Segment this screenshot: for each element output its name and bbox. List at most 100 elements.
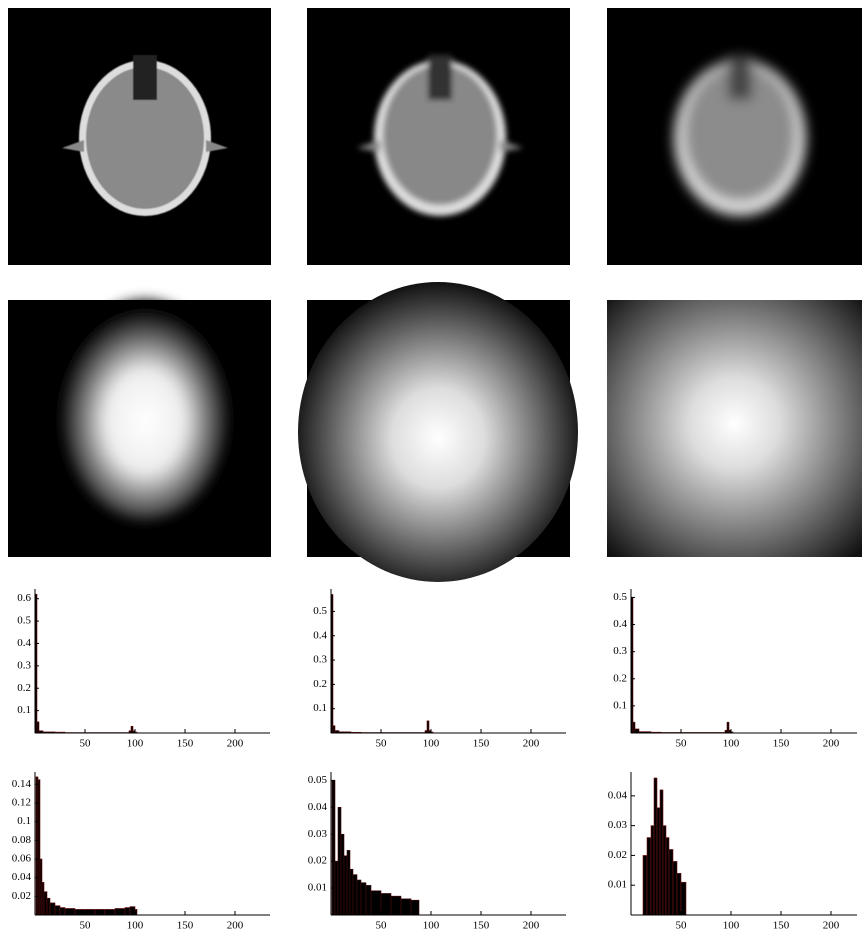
image-row-2: [8, 282, 862, 582]
histogram-bar: [366, 885, 371, 915]
histogram-bar: [350, 869, 353, 915]
histogram-bar: [635, 729, 639, 733]
histogram-bar: [681, 882, 686, 915]
histogram-bar: [361, 883, 366, 915]
y-tick-label: 0.12: [12, 797, 31, 809]
histogram-bar: [55, 906, 60, 915]
histogram-bar: [85, 909, 95, 915]
histogram-bar: [353, 875, 357, 915]
histogram-bar: [381, 893, 391, 915]
histogram-bar: [47, 898, 50, 915]
histogram-bar: [50, 903, 55, 915]
x-tick-label: 150: [473, 738, 490, 750]
x-tick-label: 100: [723, 738, 740, 750]
histogram-bar: [357, 880, 361, 915]
x-tick-label: 200: [823, 738, 840, 750]
histogram-bar: [75, 909, 85, 915]
y-tick-label: 0.05: [308, 774, 328, 786]
x-tick-label: 150: [473, 920, 490, 932]
x-tick-label: 150: [177, 920, 194, 932]
y-tick-label: 0.02: [608, 849, 627, 861]
histogram-bar: [105, 909, 115, 915]
y-tick-label: 0.4: [313, 629, 327, 641]
y-tick-label: 0.04: [12, 871, 32, 883]
histogram-bar: [647, 838, 651, 915]
x-tick-label: 150: [773, 920, 790, 932]
histogram-bar: [95, 909, 105, 915]
histogram-bar: [657, 808, 660, 915]
histogram-bar: [347, 850, 350, 915]
y-tick-label: 0.01: [308, 882, 327, 894]
y-tick-label: 0.03: [608, 819, 628, 831]
histogram-bar: [666, 838, 669, 915]
x-tick-label: 100: [127, 920, 144, 932]
x-tick-label: 200: [523, 920, 540, 932]
x-tick-label: 100: [127, 738, 144, 750]
histogram-bar: [60, 908, 65, 915]
y-tick-label: 0.5: [613, 591, 627, 603]
y-tick-label: 0.6: [17, 592, 31, 604]
y-tick-label: 0.02: [12, 890, 31, 902]
y-tick-label: 0.2: [613, 672, 627, 684]
histogram-bar: [131, 726, 133, 733]
x-tick-label: 200: [823, 920, 840, 932]
y-tick-label: 0.02: [308, 855, 327, 867]
y-tick-label: 0.3: [613, 645, 627, 657]
histogram-bar: [341, 834, 344, 915]
y-tick-label: 0.03: [308, 828, 328, 840]
histogram-bar: [391, 896, 401, 915]
y-tick-label: 0.04: [308, 801, 328, 813]
y-tick-label: 0.4: [613, 618, 627, 630]
histogram-bar: [401, 899, 411, 915]
x-tick-label: 50: [80, 920, 92, 932]
x-tick-label: 100: [423, 920, 440, 932]
x-tick-label: 200: [523, 738, 540, 750]
histogram-bar: [673, 861, 677, 915]
y-tick-label: 0.5: [17, 615, 31, 627]
x-tick-label: 150: [773, 738, 790, 750]
x-tick-label: 200: [227, 920, 244, 932]
x-tick-label: 150: [177, 738, 194, 750]
x-tick-label: 50: [80, 738, 92, 750]
x-tick-label: 100: [423, 738, 440, 750]
histogram-bar: [677, 873, 681, 915]
y-tick-label: 0.3: [313, 654, 327, 666]
histogram-bar: [115, 908, 125, 915]
histogram-bar: [44, 892, 47, 915]
x-tick-label: 100: [723, 920, 740, 932]
y-tick-label: 0.1: [613, 699, 627, 711]
y-tick-label: 0.04: [608, 789, 628, 801]
histogram-bar: [335, 861, 338, 915]
y-tick-label: 0.1: [17, 704, 31, 716]
y-tick-label: 0.1: [313, 702, 327, 714]
histogram-bar: [344, 856, 347, 915]
x-tick-label: 50: [676, 738, 688, 750]
x-tick-label: 50: [676, 920, 688, 932]
histogram-bar: [125, 908, 130, 915]
histogram-bar: [654, 778, 657, 915]
histogram-bar: [338, 807, 341, 915]
histogram-bar: [669, 849, 673, 915]
histogram-bar: [371, 891, 381, 915]
y-tick-label: 0.2: [17, 682, 31, 694]
y-tick-label: 0.1: [17, 815, 31, 827]
y-tick-label: 0.5: [313, 605, 327, 617]
x-tick-label: 50: [376, 920, 388, 932]
histogram-bar: [65, 908, 75, 915]
histogram-bar: [411, 900, 419, 915]
histogram-bar: [660, 790, 663, 915]
y-tick-label: 0.01: [608, 879, 627, 891]
y-tick-label: 0.06: [12, 853, 32, 865]
y-tick-label: 0.2: [313, 678, 327, 690]
y-tick-label: 0.14: [12, 778, 32, 790]
image-row-1: [8, 8, 862, 265]
y-tick-label: 0.3: [17, 659, 31, 671]
histogram-bar: [643, 855, 647, 915]
x-tick-label: 200: [227, 738, 244, 750]
histogram-bar: [651, 826, 654, 915]
histogram-bar: [332, 780, 335, 915]
y-tick-label: 0.4: [17, 637, 31, 649]
y-tick-label: 0.08: [12, 834, 32, 846]
histogram-bar: [130, 907, 135, 915]
histogram-bar: [663, 826, 666, 915]
